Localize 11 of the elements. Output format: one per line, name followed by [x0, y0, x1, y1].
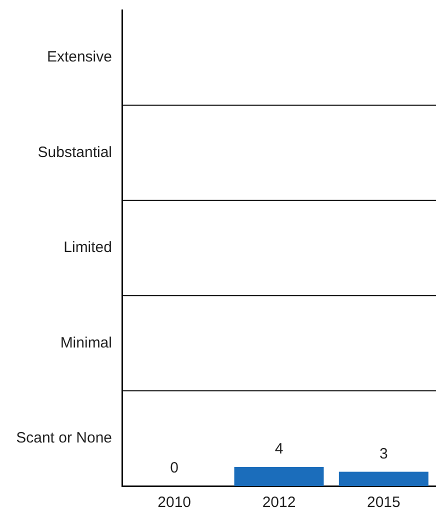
x-tick-label: 2010 — [158, 494, 192, 512]
x-tick-label: 2012 — [262, 494, 296, 512]
text: Scant or None — [16, 430, 112, 447]
data-label: 4 — [274, 440, 284, 458]
text: Minimal — [60, 334, 112, 352]
text: Substantial — [38, 144, 112, 161]
data-label: 0 — [170, 460, 179, 477]
text: Extensive — [46, 48, 112, 66]
x-tick-label: 2015 — [366, 494, 400, 512]
data-label: 3 — [379, 445, 388, 462]
text: Limited — [64, 239, 112, 256]
